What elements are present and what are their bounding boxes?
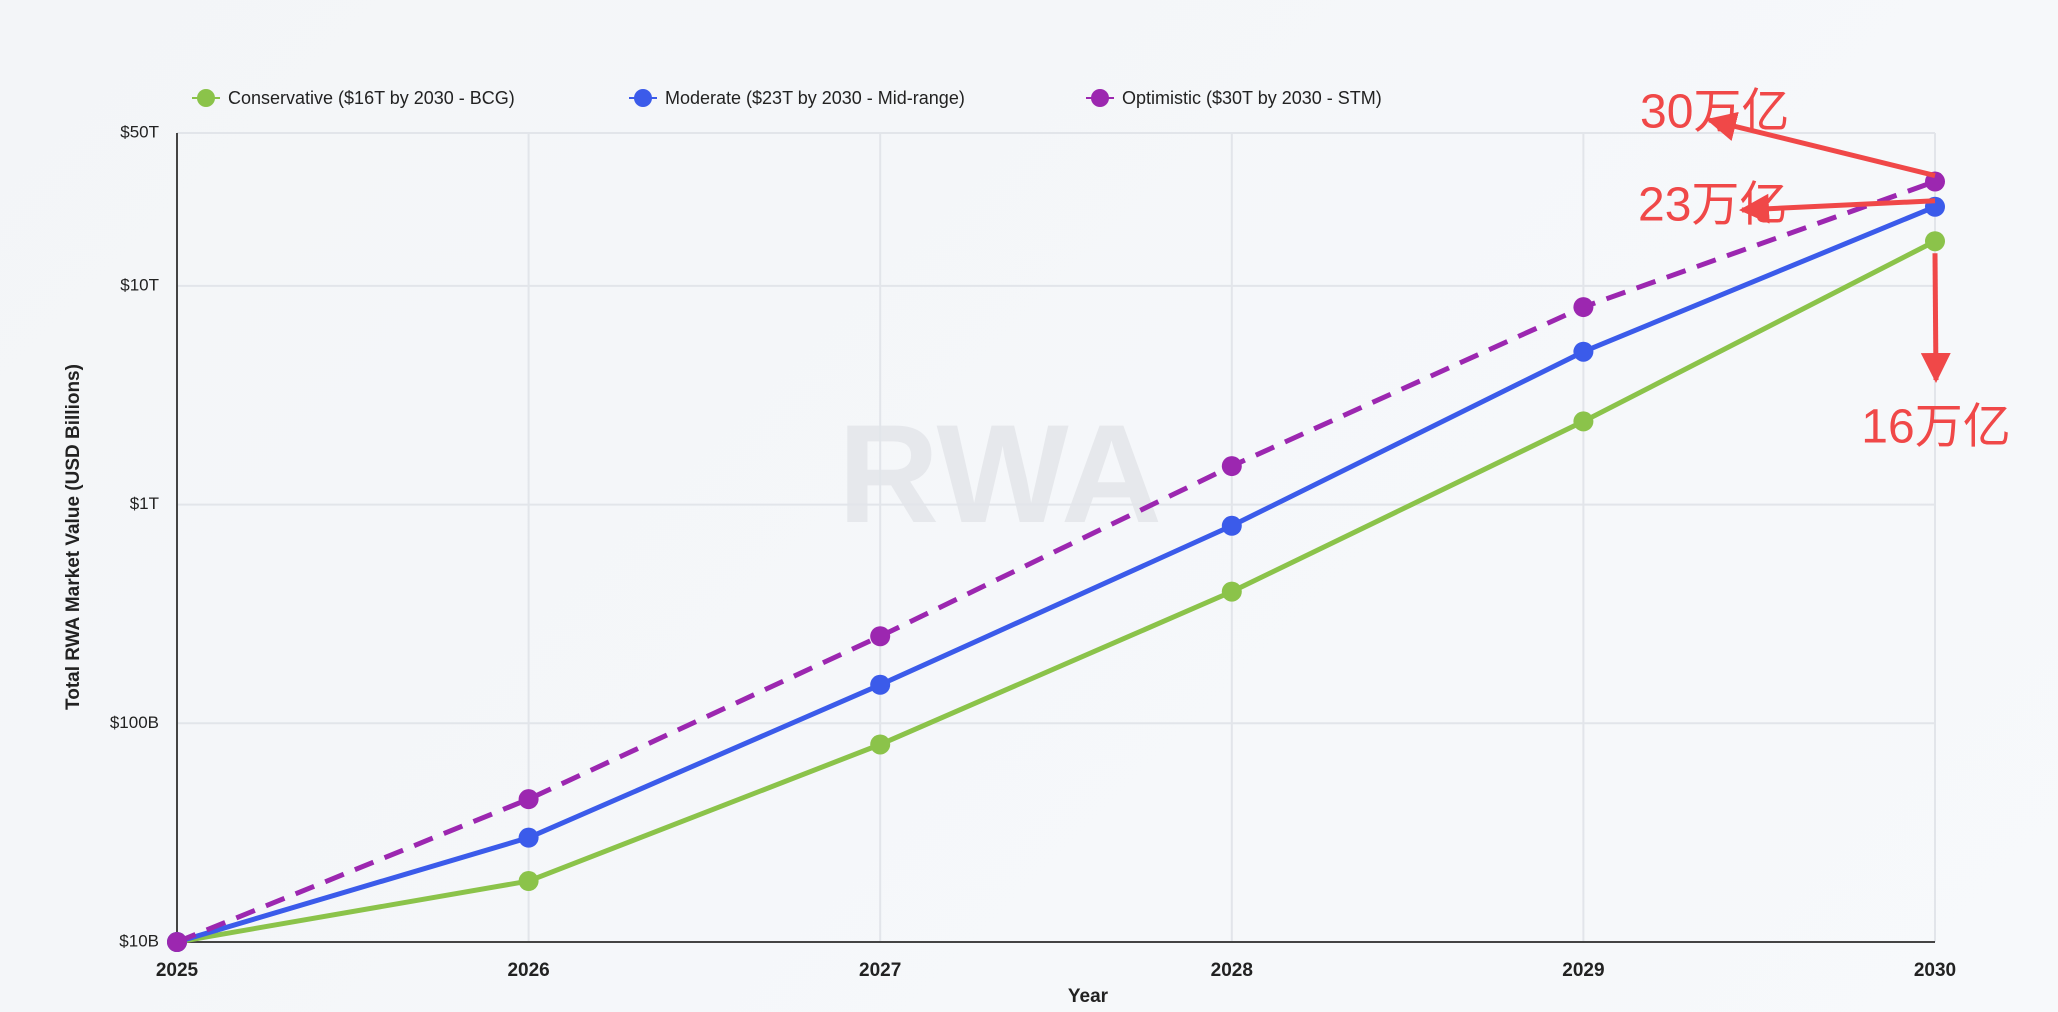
annotation-arrow [1920,253,1951,383]
y-tick-label: $50T [120,122,159,141]
data-point [1573,411,1594,432]
data-point [1573,297,1594,318]
x-tick-label: 2026 [507,960,549,981]
y-tick-label: $1T [130,494,159,513]
data-point [1573,341,1594,362]
y-tick-label: $10B [119,931,159,950]
data-point [1221,456,1242,477]
y-axis-label: Total RWA Market Value (USD Billions) [63,364,84,710]
series-line [176,239,1937,945]
legend-marker [1091,89,1109,107]
data-point [870,674,891,695]
annotation-arrow [1706,111,1936,178]
data-point [518,789,539,810]
annotation-arrow [1739,193,1936,224]
legend-label: Conservative ($16T by 2030 - BCG) [228,88,515,108]
x-tick-label: 2028 [1211,960,1253,981]
data-point [518,827,539,848]
x-tick-label: 2030 [1914,960,1956,981]
annotation: 23万亿 [1638,179,1787,232]
x-tick-label: 2027 [859,960,901,981]
legend-marker [634,89,652,107]
annotation: 16万亿 [1861,401,2010,454]
legend-label: Optimistic ($30T by 2030 - STM) [1122,88,1382,108]
legend-label: Moderate ($23T by 2030 - Mid-range) [665,88,965,108]
legend-marker [197,89,215,107]
annotation: 30万亿 [1640,86,1789,139]
data-point [870,626,891,647]
x-tick-label: 2029 [1562,960,1604,981]
data-point [1925,231,1945,252]
data-point [518,871,539,892]
x-tick-label: 2025 [156,960,199,981]
series-line [176,179,1936,945]
series-line [176,204,1936,945]
y-tick-label: $100B [110,713,159,732]
y-tick-label: $10T [120,275,159,294]
data-point [870,734,891,755]
data-point [1221,581,1242,602]
x-axis-label: Year [1068,986,1109,1007]
watermark: RWA [838,395,1162,552]
data-point [167,932,187,952]
data-point [1221,515,1242,536]
